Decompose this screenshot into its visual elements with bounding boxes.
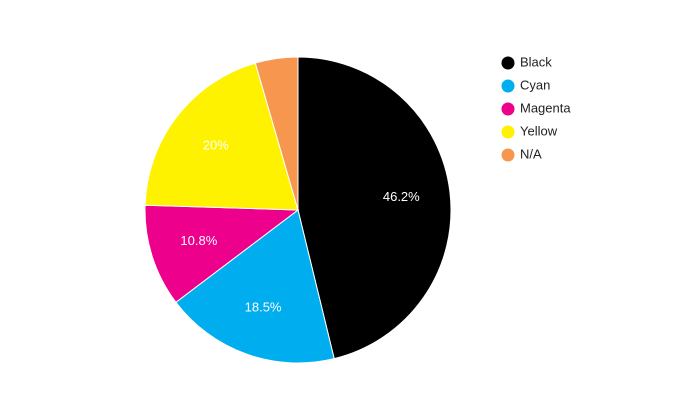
pie-slice xyxy=(297,56,452,360)
legend-label[interactable]: Yellow xyxy=(520,123,558,138)
legend-label[interactable]: N/A xyxy=(520,146,542,161)
legend-label[interactable]: Black xyxy=(520,54,552,69)
legend-marker[interactable] xyxy=(501,56,515,70)
legend-marker[interactable] xyxy=(501,102,515,116)
slice-label: 18.5% xyxy=(245,299,282,314)
pie-slice xyxy=(175,209,335,364)
slice-label: 46.2% xyxy=(383,189,420,204)
pie-slice xyxy=(144,62,299,211)
legend-marker[interactable] xyxy=(501,79,515,93)
legend-label[interactable]: Cyan xyxy=(520,77,550,92)
pie-slice xyxy=(254,56,299,211)
pie-slice xyxy=(144,204,300,303)
slice-label: 20% xyxy=(203,138,229,153)
slice-label: 10.8% xyxy=(180,233,217,248)
legend-marker[interactable] xyxy=(501,148,515,162)
legend-label[interactable]: Magenta xyxy=(520,100,571,115)
legend-marker[interactable] xyxy=(501,125,515,139)
